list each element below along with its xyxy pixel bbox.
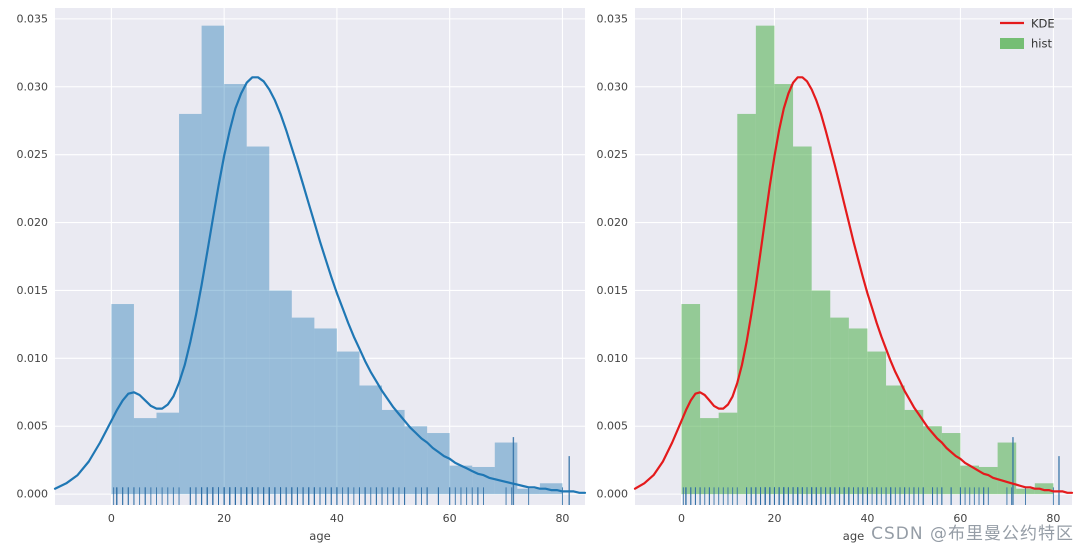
hist-bar [848,328,868,495]
subplot-age-distplot-green: 0.000 0.005 0.010 0.015 0.020 0.025 0.030 0.035… [595,0,1080,550]
legend-label-kde: KDE [1031,17,1055,31]
hist-bar [404,426,428,495]
legend-label-hist: hist [1031,37,1052,51]
x-axis-label: age [843,529,864,543]
hist-bar [904,409,924,495]
hist-bar [1034,483,1054,495]
hist-bar [269,290,292,495]
y-tick-label: 0.030 [597,80,629,93]
x-tick-label: 20 [217,512,231,525]
kde-curve [53,76,587,494]
hist-bar [427,433,450,495]
plot-background [55,8,585,505]
y-tick-label: 0.020 [597,216,629,229]
y-tick-label: 0.035 [597,12,629,25]
histogram-bars [111,25,563,495]
hist-bar [449,465,473,495]
y-tick-label: 0.015 [597,284,629,297]
y-tick-label: 0.020 [17,216,49,229]
legend-patch-swatch [1000,38,1024,49]
kde-curve [633,76,1074,494]
hist-bar [224,84,247,495]
x-tick-label: 0 [108,512,115,525]
hist-bar [359,385,383,495]
y-tick-label: 0.010 [17,352,49,365]
hist-bar [774,84,794,495]
hist-bar [718,412,738,495]
legend: KDE hist [1000,17,1055,51]
x-tick-label: 80 [1046,512,1060,525]
y-tick-label: 0.000 [17,488,49,501]
hist-bar [867,351,887,495]
y-tick-label: 0.000 [597,488,629,501]
x-tick-label: 20 [767,512,781,525]
hist-bar [923,426,942,495]
y-tick-label: 0.015 [17,284,49,297]
hist-bar [179,113,202,495]
hist-bar [700,418,719,495]
hist-bar [737,113,756,495]
rug-marks [113,437,570,505]
x-tick-labels: 0 20 40 60 80 [108,512,570,525]
hist-bar [830,317,849,495]
y-tick-label: 0.025 [17,148,49,161]
rug-marks [682,437,1060,505]
y-tick-label: 0.005 [17,420,49,433]
y-tick-label: 0.010 [597,352,629,365]
y-tick-label: 0.035 [17,12,49,25]
y-tick-label: 0.030 [17,80,49,93]
x-axis-label: age [309,529,330,543]
x-tick-label: 0 [678,512,685,525]
hist-bar [336,351,360,495]
x-tick-label: 80 [555,512,569,525]
gridlines [55,8,585,505]
subplot-age-distplot-blue: 0.000 0.005 0.010 0.015 0.020 0.025 0.030 0.035… [17,8,587,543]
hist-bar [755,25,775,495]
hist-bar [156,412,180,495]
x-tick-label: 60 [443,512,457,525]
y-tick-label: 0.025 [597,148,629,161]
y-tick-labels: 0.000 0.005 0.010 0.015 0.020 0.025 0.030 0.035 [597,12,629,500]
hist-bar [314,328,337,495]
hist-bar [246,146,270,495]
x-tick-label: 60 [953,512,967,525]
hist-bar [811,290,831,495]
hist-bar [941,433,961,495]
hist-bar [382,409,405,495]
y-tick-label: 0.005 [597,420,629,433]
hist-bar [539,483,563,495]
hist-bar [201,25,225,495]
hist-bar [133,418,157,495]
x-tick-label: 40 [330,512,344,525]
hist-bar [886,385,905,495]
hist-bar [793,146,812,495]
histogram-bars [681,25,1054,495]
distplot-blue-canvas: 0.000 0.005 0.010 0.015 0.020 0.025 0.030 0.035… [17,8,587,543]
x-tick-label: 40 [860,512,874,525]
y-tick-labels: 0.000 0.005 0.010 0.015 0.020 0.025 0.030 0.035 [17,12,49,500]
x-tick-labels: 0 20 40 60 80 [678,512,1060,525]
hist-bar [291,317,315,495]
hist-bar [960,465,980,495]
distplot-green-canvas: 0.000 0.005 0.010 0.015 0.020 0.025 0.030 0.035… [597,8,1074,543]
